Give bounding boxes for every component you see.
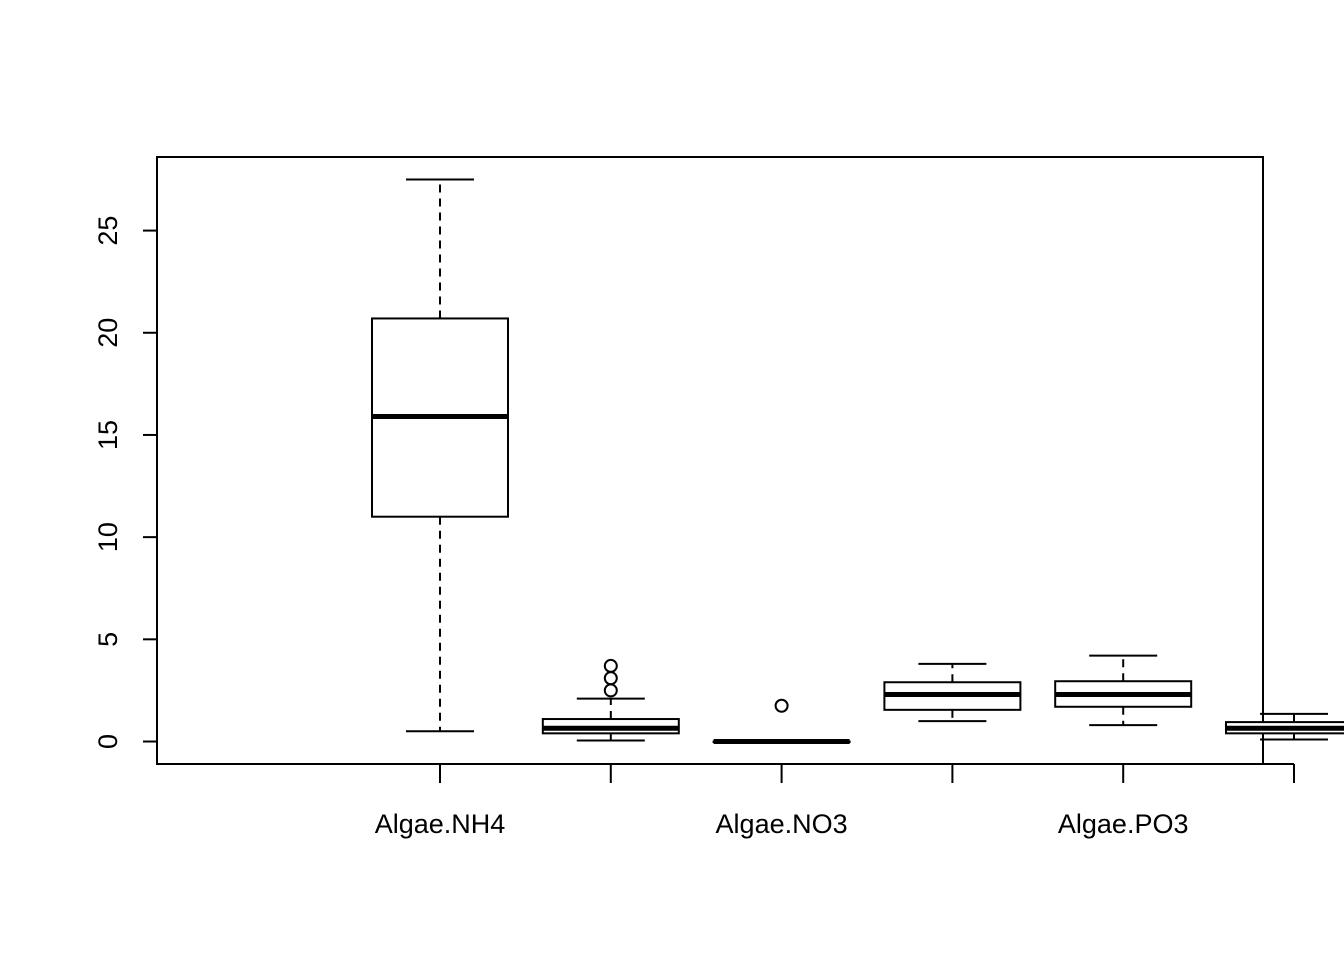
x-tick-label: Algae.NO3: [716, 809, 848, 839]
y-tick-label: 5: [93, 632, 123, 647]
y-tick-label: 10: [93, 522, 123, 552]
box-4: [883, 662, 1022, 723]
box-1: [371, 178, 509, 733]
boxes: [371, 178, 1344, 745]
y-tick-label: 0: [93, 734, 123, 749]
x-axis: Algae.NH4 Algae.NO3 Algae.PO3: [375, 763, 1295, 839]
x-tick-label: Algae.PO3: [1058, 809, 1189, 839]
box-5: [1054, 654, 1193, 727]
outlier-point: [603, 683, 618, 698]
y-tick-label: 25: [93, 216, 123, 246]
x-tick-label: Algae.NH4: [375, 809, 506, 839]
outlier-point: [603, 671, 618, 686]
y-axis: 0 5 10 15 20 25: [93, 216, 158, 749]
outlier-point: [603, 658, 618, 673]
y-tick-label: 20: [93, 318, 123, 348]
box-2: [541, 658, 680, 742]
outlier-point: [774, 698, 789, 713]
box-6: [1225, 712, 1344, 741]
plot-frame: [156, 156, 1264, 765]
y-tick-label: 15: [93, 420, 123, 450]
box-3: [712, 698, 851, 745]
